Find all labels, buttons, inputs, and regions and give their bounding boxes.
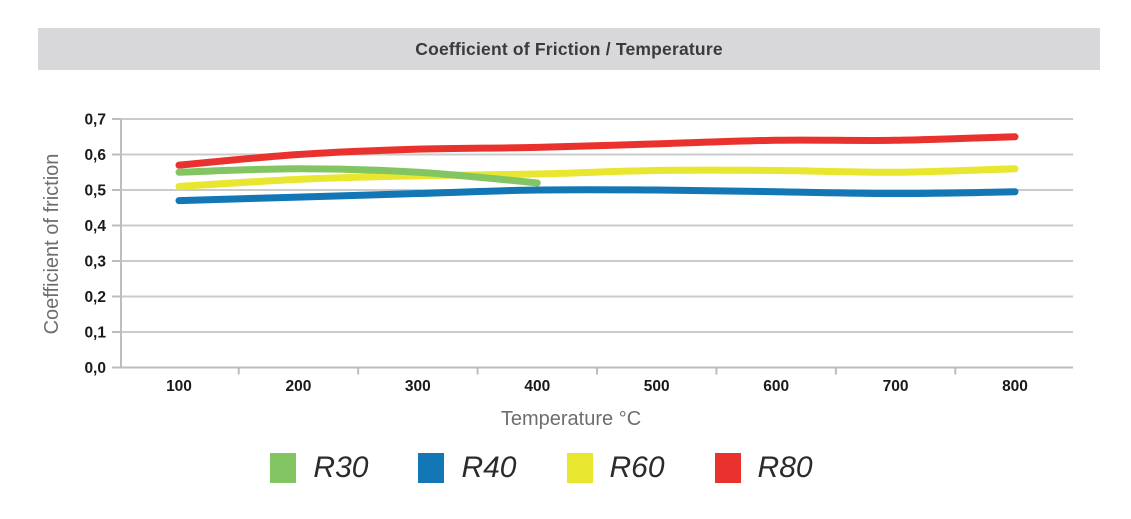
legend-swatch-r80 — [714, 453, 741, 483]
series-line-r40 — [175, 186, 1019, 205]
legend-item-r30: R30 — [270, 451, 368, 485]
legend-label-r40: R40 — [461, 451, 517, 484]
legend-swatch-r30 — [270, 453, 297, 483]
legend-label-r80: R80 — [757, 451, 813, 484]
legend-item-r40: R40 — [418, 451, 517, 485]
series-line-r80 — [175, 133, 1019, 169]
y-tick-label: 0,4 — [84, 218, 106, 235]
series-line-r60 — [175, 165, 1019, 190]
legend-item-r80: R80 — [714, 451, 813, 485]
x-tick-label: 400 — [524, 378, 550, 395]
x-tick-label: 800 — [1002, 378, 1028, 395]
x-tick-label: 100 — [166, 378, 192, 395]
legend-swatch-r40 — [418, 453, 445, 483]
y-tick-label: 0,5 — [84, 183, 106, 200]
chart-title-bar: Coefficient of Friction / Temperature — [38, 28, 1100, 70]
y-tick-label: 0,0 — [84, 360, 106, 377]
legend-label-r60: R60 — [609, 451, 665, 484]
series-line-r30 — [175, 165, 541, 187]
y-tick-label: 0,3 — [84, 254, 106, 271]
x-axis-title: Temperature °C — [500, 408, 642, 430]
legend-item-r60: R60 — [566, 451, 665, 485]
y-tick-label: 0,6 — [84, 147, 106, 164]
y-tick-label: 0,2 — [84, 289, 106, 306]
legend-label-r30: R30 — [313, 451, 369, 484]
x-tick-label: 700 — [883, 378, 909, 395]
chart-legend: R30 R40 R60 R80 — [0, 448, 1107, 488]
x-tick-label: 600 — [763, 378, 789, 395]
x-tick-label: 500 — [644, 378, 670, 395]
legend-swatch-r60 — [566, 453, 593, 483]
y-tick-label: 0,7 — [84, 112, 106, 129]
chart-title: Coefficient of Friction / Temperature — [415, 38, 723, 59]
y-tick-label: 0,1 — [84, 325, 106, 342]
x-tick-label: 300 — [405, 378, 431, 395]
x-tick-label: 200 — [285, 378, 311, 395]
